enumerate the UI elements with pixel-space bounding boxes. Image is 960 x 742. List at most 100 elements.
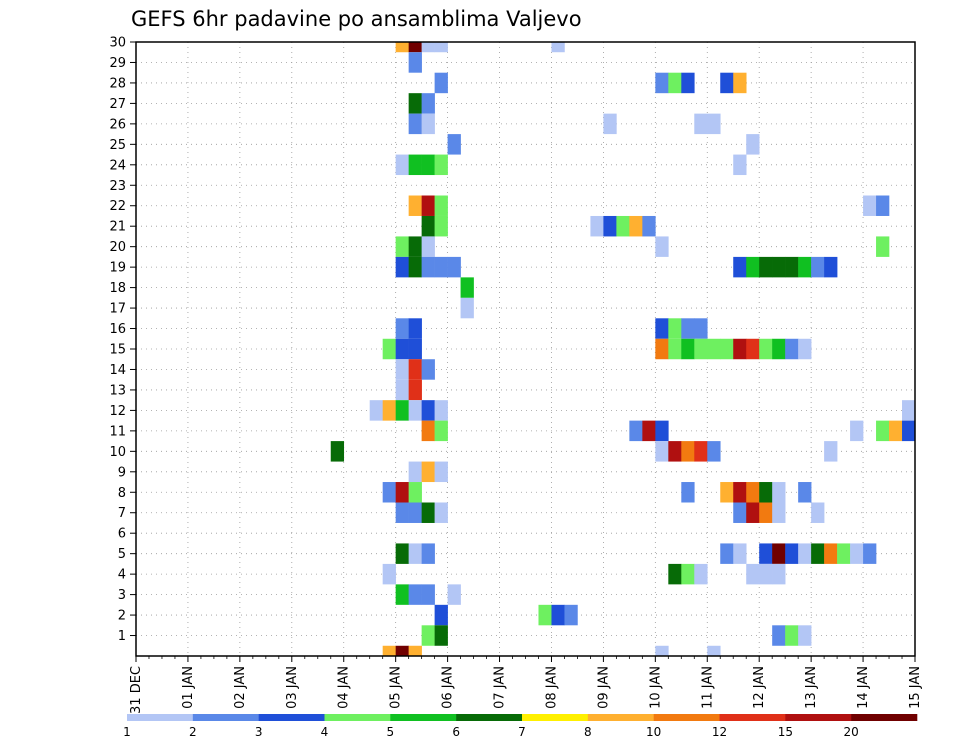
- heatmap-cell: [395, 400, 409, 421]
- colorbar-swatch: [587, 714, 654, 721]
- heatmap-cell: [421, 113, 435, 135]
- heatmap-cell: [863, 543, 877, 564]
- heatmap-cell: [876, 236, 890, 257]
- colorbar-swatch: [192, 714, 259, 721]
- heatmap-cell: [772, 502, 786, 523]
- heatmap-cell: [863, 195, 877, 216]
- y-tick-label: 10: [109, 445, 126, 460]
- heatmap-cell: [395, 338, 409, 360]
- heatmap-cell: [772, 338, 786, 360]
- heatmap-cell: [460, 297, 474, 319]
- colorbar-label: 15: [778, 725, 793, 739]
- y-tick-label: 28: [109, 76, 126, 91]
- heatmap-cell: [408, 318, 422, 339]
- heatmap-cell: [707, 113, 721, 135]
- heatmap-cell: [902, 420, 916, 442]
- heatmap-cell: [408, 359, 422, 380]
- heatmap-cell: [720, 338, 734, 360]
- y-tick-label: 12: [109, 404, 126, 419]
- heatmap-cell: [681, 72, 695, 94]
- heatmap-cell: [746, 482, 760, 503]
- colorbar-label: 1: [123, 725, 131, 739]
- heatmap-cell: [382, 482, 396, 503]
- colorbar-swatch: [785, 714, 852, 721]
- heatmap-cell: [447, 256, 461, 278]
- heatmap-cell: [395, 645, 409, 656]
- heatmap-cell: [408, 482, 422, 503]
- heatmap-cell: [889, 420, 903, 442]
- colorbar-label: 3: [255, 725, 263, 739]
- x-tick-label: 15 JAN: [908, 666, 923, 709]
- colorbar-swatch: [127, 714, 194, 721]
- heatmap-cell: [655, 441, 669, 462]
- heatmap-cell: [655, 72, 669, 94]
- heatmap-cell: [772, 482, 786, 503]
- colorbar-swatch: [390, 714, 457, 721]
- heatmap-cell: [772, 563, 786, 585]
- heatmap-cell: [395, 584, 409, 605]
- x-axis: 31 DEC 01 JAN 02 JAN 03 JAN 04 JAN 05 JAN 06 J…: [129, 656, 923, 714]
- x-tick-label: 13 JAN: [804, 666, 819, 709]
- heatmap-cell: [681, 338, 695, 360]
- heatmap-cell: [434, 256, 448, 278]
- heatmap-cell: [395, 482, 409, 503]
- heatmap-cell: [434, 195, 448, 216]
- y-tick-label: 26: [109, 117, 126, 132]
- heatmap-cell: [395, 318, 409, 339]
- heatmap-cell: [434, 604, 448, 626]
- heatmap-cell: [408, 461, 422, 483]
- heatmap-cell: [785, 256, 799, 278]
- heatmap-cell: [408, 379, 422, 401]
- heatmap-cell: [733, 338, 747, 360]
- heatmap-cell: [434, 461, 448, 483]
- heatmap-cell: [798, 543, 812, 564]
- heatmap-cell: [668, 72, 682, 94]
- heatmap-cell: [811, 543, 825, 564]
- x-tick-label: 09 JAN: [596, 666, 611, 709]
- heatmap-cell: [668, 441, 682, 462]
- heatmap-cell: [785, 338, 799, 360]
- heatmap-cell: [694, 563, 708, 585]
- heatmap-cell: [733, 502, 747, 523]
- heatmap-cell: [720, 543, 734, 564]
- heatmap-cell: [798, 625, 812, 646]
- heatmap-cell: [733, 154, 747, 176]
- heatmap-cell: [655, 236, 669, 257]
- heatmap-cell: [785, 625, 799, 646]
- heatmap-cell: [434, 72, 448, 94]
- heatmap-cell: [421, 359, 435, 380]
- heatmap-cell: [408, 338, 422, 360]
- x-tick-label: 10 JAN: [648, 666, 663, 709]
- y-tick-label: 16: [109, 322, 126, 337]
- heatmap-cell: [421, 154, 435, 176]
- heatmap-cell: [551, 42, 565, 53]
- heatmap-cell: [408, 256, 422, 278]
- heatmap-cell: [733, 72, 747, 94]
- heatmap-cell: [655, 338, 669, 360]
- colorbar-swatch: [258, 714, 325, 721]
- heatmap-cell: [694, 338, 708, 360]
- heatmap-cell: [395, 236, 409, 257]
- heatmap-cell: [421, 195, 435, 216]
- heatmap-cell: [421, 42, 435, 53]
- heatmap-cell: [707, 645, 721, 656]
- heatmap-cell: [694, 441, 708, 462]
- y-tick-label: 27: [109, 97, 126, 112]
- heatmap-cell: [681, 563, 695, 585]
- heatmap-cell: [681, 441, 695, 462]
- heatmap-cell: [902, 400, 916, 421]
- heatmap-cell: [564, 604, 578, 626]
- heatmap-cell: [746, 563, 760, 585]
- colorbar-label: 6: [452, 725, 460, 739]
- heatmap-cell: [421, 543, 435, 564]
- heatmap-cell: [408, 154, 422, 176]
- y-tick-label: 3: [118, 588, 126, 603]
- y-tick-label: 24: [109, 158, 126, 173]
- heatmap-cell: [876, 420, 890, 442]
- heatmap-cell: [876, 195, 890, 216]
- y-tick-label: 4: [118, 568, 126, 583]
- heatmap-cell: [434, 625, 448, 646]
- heatmap-cell: [447, 584, 461, 605]
- heatmap-cell: [421, 256, 435, 278]
- x-tick-label: 07 JAN: [493, 666, 508, 709]
